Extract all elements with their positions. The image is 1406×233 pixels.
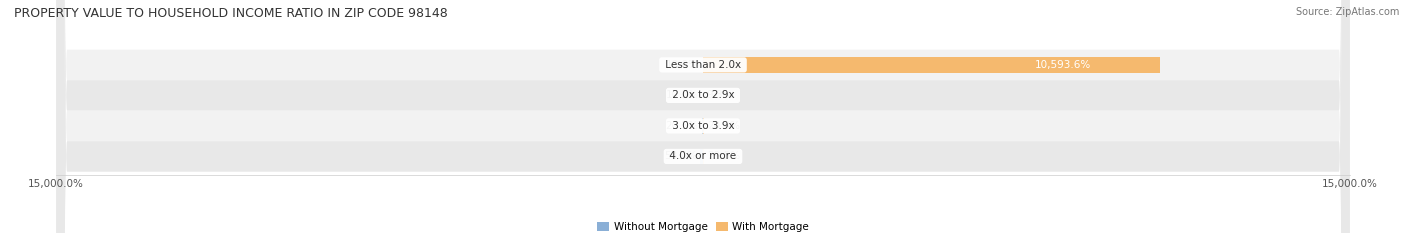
Text: 10,593.6%: 10,593.6% [1035,60,1091,70]
Text: 58.0%: 58.0% [664,151,697,161]
Legend: Without Mortgage, With Mortgage: Without Mortgage, With Mortgage [593,218,813,233]
FancyBboxPatch shape [56,0,1350,233]
FancyBboxPatch shape [56,0,1350,233]
Text: 2.0x to 2.9x: 2.0x to 2.9x [669,90,737,100]
Bar [703,57,1160,73]
Text: PROPERTY VALUE TO HOUSEHOLD INCOME RATIO IN ZIP CODE 98148: PROPERTY VALUE TO HOUSEHOLD INCOME RATIO… [14,7,447,20]
Text: 20.5%: 20.5% [665,121,699,131]
Text: Source: ZipAtlas.com: Source: ZipAtlas.com [1295,7,1399,17]
Text: 10.0%: 10.0% [666,90,699,100]
Bar [700,148,703,164]
Text: 20.4%: 20.4% [707,121,741,131]
Text: 29.5%: 29.5% [707,151,741,161]
Text: 4.0x or more: 4.0x or more [666,151,740,161]
Text: 10.0%: 10.0% [666,60,699,70]
Text: Less than 2.0x: Less than 2.0x [662,60,744,70]
FancyBboxPatch shape [56,0,1350,233]
Text: 9.3%: 9.3% [707,90,734,100]
Text: 3.0x to 3.9x: 3.0x to 3.9x [669,121,737,131]
FancyBboxPatch shape [56,0,1350,233]
